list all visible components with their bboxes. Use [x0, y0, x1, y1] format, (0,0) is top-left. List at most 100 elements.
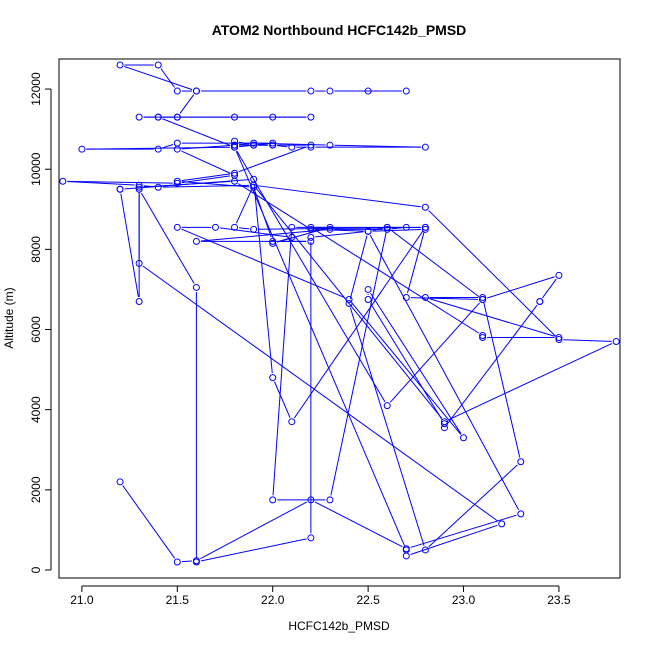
- series-line-segment: [349, 307, 425, 546]
- series-line-segment: [390, 229, 480, 298]
- series-line-segment: [120, 193, 139, 298]
- series-line-segment: [140, 192, 195, 284]
- data-point: [192, 283, 200, 291]
- series-line-segment: [238, 146, 307, 173]
- series-line-segment: [238, 143, 269, 148]
- x-tick-label: 23.5: [547, 593, 571, 607]
- data-point: [231, 113, 239, 121]
- series-line-segment: [314, 501, 403, 548]
- data-point: [269, 496, 277, 504]
- data-point: [364, 295, 372, 303]
- data-point: [383, 225, 391, 233]
- data-point: [231, 169, 239, 177]
- data-point: [173, 179, 181, 187]
- x-axis-label: HCFC142b_PMSD: [288, 619, 390, 633]
- series-line-segment: [486, 276, 555, 299]
- series-line-segment: [122, 485, 176, 559]
- series-line-segment: [293, 230, 424, 419]
- data-point: [364, 285, 372, 293]
- series-line-segment: [235, 189, 253, 224]
- data-point: [307, 143, 315, 151]
- data-point: [555, 271, 563, 279]
- data-point: [307, 237, 315, 245]
- series-line-segment: [238, 183, 308, 228]
- series-layer: [59, 61, 620, 566]
- data-point: [135, 181, 143, 189]
- data-point: [517, 458, 525, 466]
- data-point: [421, 223, 429, 231]
- series-line-segment: [274, 381, 291, 418]
- data-point: [78, 145, 86, 153]
- data-point: [269, 113, 277, 121]
- data-point: [231, 171, 239, 179]
- data-point: [402, 293, 410, 301]
- series-line-segment: [253, 183, 273, 374]
- x-tick-label: 21.0: [70, 593, 94, 607]
- data-point: [231, 141, 239, 149]
- data-point: [383, 402, 391, 410]
- series-line-segment: [254, 191, 272, 238]
- series-line-segment: [124, 65, 193, 91]
- y-tick-label: 0: [29, 566, 43, 573]
- series-2: [173, 137, 563, 554]
- data-point: [460, 434, 468, 442]
- series-line-segment: [67, 180, 173, 184]
- series-line-segment: [67, 180, 135, 186]
- data-point: [402, 223, 410, 231]
- series-line-segment: [410, 514, 517, 548]
- data-point: [555, 334, 563, 342]
- data-point: [612, 338, 620, 346]
- x-tick-label: 22.5: [356, 593, 380, 607]
- series-line-segment: [372, 228, 421, 232]
- series-line-segment: [200, 501, 308, 560]
- data-point: [269, 139, 277, 147]
- data-point: [536, 297, 544, 305]
- data-point: [269, 141, 277, 149]
- series-line-segment: [181, 173, 231, 182]
- series-line-segment: [181, 150, 231, 174]
- series-line-segment: [542, 278, 557, 299]
- data-point: [517, 510, 525, 518]
- data-point: [307, 534, 315, 542]
- data-point: [326, 496, 334, 504]
- data-point: [250, 225, 258, 233]
- data-point: [440, 418, 448, 426]
- data-point: [154, 113, 162, 121]
- series-line-segment: [448, 342, 613, 421]
- data-point: [192, 558, 200, 566]
- data-point: [288, 223, 296, 231]
- series-line-segment: [428, 464, 518, 548]
- data-point: [364, 87, 372, 95]
- series-line-segment: [389, 302, 480, 403]
- data-point: [250, 139, 258, 147]
- data-point: [440, 420, 448, 428]
- data-point: [135, 185, 143, 193]
- data-point: [307, 141, 315, 149]
- x-tick-label: 21.5: [166, 593, 190, 607]
- data-point: [231, 223, 239, 231]
- data-point: [364, 227, 372, 235]
- data-point: [307, 113, 315, 121]
- series-line-segment: [142, 265, 499, 522]
- data-point: [402, 552, 410, 560]
- y-tick-label: 10000: [29, 152, 43, 186]
- x-tick-label: 23.0: [452, 593, 476, 607]
- data-point: [479, 334, 487, 342]
- series-line-segment: [162, 144, 174, 149]
- series-line-segment: [181, 181, 250, 188]
- series-line-segment: [563, 339, 612, 342]
- data-point: [326, 225, 334, 233]
- y-axis-label: Altitude (m): [2, 287, 16, 348]
- series-line-segment: [124, 179, 250, 190]
- data-point: [479, 332, 487, 340]
- data-point: [269, 239, 277, 247]
- data-point: [421, 546, 429, 554]
- series-line-segment: [256, 188, 443, 419]
- data-point: [421, 203, 429, 211]
- series-line-segment: [162, 118, 231, 146]
- data-point: [173, 113, 181, 121]
- data-point: [116, 478, 124, 486]
- series-line-segment: [406, 231, 425, 294]
